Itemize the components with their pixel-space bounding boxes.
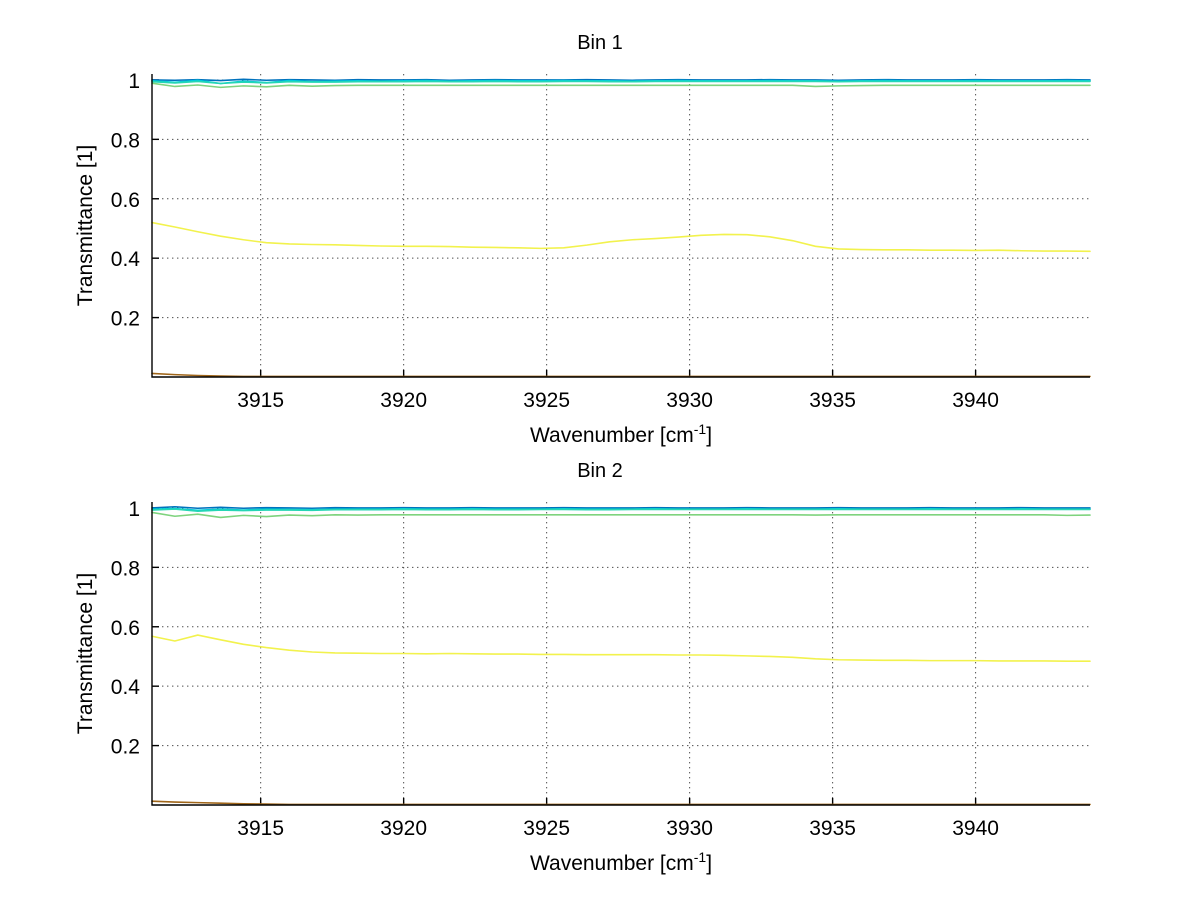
series-line-teal	[151, 80, 1091, 85]
xtick-label: 3930	[666, 389, 713, 412]
plot-panel-bin2: Bin 2 3915 3920 3925 3930 3935 3940 0.2 0.4 0.6 0…	[0, 428, 1200, 901]
panel-title-bin1: Bin 1	[577, 32, 623, 54]
ytick-label: 0.8	[111, 557, 140, 580]
x-axis-title: Wavenumber [cm-1]	[530, 421, 712, 447]
series-line-blue	[151, 78, 1091, 82]
xtick-label: 3925	[523, 389, 570, 412]
ytick-label: 0.2	[111, 308, 140, 331]
ytick-label: 1	[128, 70, 140, 93]
xtick-label: 3935	[809, 817, 856, 840]
xtick-label: 3920	[380, 817, 427, 840]
series-line-teal	[151, 508, 1091, 513]
xtick-label: 3920	[380, 389, 427, 412]
series-line-yellow	[151, 634, 1091, 663]
axis-lines	[151, 502, 1090, 806]
y-axis-title: Transmittance [1]	[74, 145, 97, 306]
ytick-label: 0.8	[111, 129, 140, 152]
xtick-label: 3925	[523, 817, 570, 840]
xtick-label: 3915	[237, 817, 284, 840]
x-axis-title: Wavenumber [cm-1]	[530, 849, 712, 875]
ytick-label: 0.4	[111, 248, 141, 271]
series-line-brown	[151, 800, 1091, 806]
plot-area-bin2: 3915 3920 3925 3930 3935 3940 0.2 0.4 0.6 0.8 1 Tra…	[74, 498, 1091, 875]
ytick-label: 0.2	[111, 736, 140, 759]
y-axis-title: Transmittance [1]	[74, 573, 97, 734]
xtick-label: 3930	[666, 817, 713, 840]
axis-lines	[151, 74, 1090, 378]
plot-panel-bin1: Bin 1 3915 3920 3925 3930 3935 3940 0.2 0.4 0.6 0…	[74, 32, 1091, 447]
series-line-blue	[151, 505, 1091, 510]
xtick-label: 3940	[952, 817, 999, 840]
series-line-brown	[151, 372, 1091, 378]
series-line-yellow	[151, 221, 1091, 253]
ytick-label: 0.6	[111, 189, 140, 212]
xtick-label: 3935	[809, 389, 856, 412]
ytick-label: 1	[128, 498, 140, 521]
ytick-label: 0.6	[111, 617, 140, 640]
series-line-green	[151, 511, 1091, 519]
panel-title-bin2: Bin 2	[577, 460, 623, 482]
plot-area-bin1: 3915 3920 3925 3930 3935 3940 0.2 0.4 0.6 0.8 1 Tra…	[74, 70, 1091, 447]
xtick-label: 3915	[237, 389, 284, 412]
series-line-green	[151, 82, 1091, 89]
ytick-label: 0.4	[111, 676, 141, 699]
xtick-label: 3940	[952, 389, 999, 412]
